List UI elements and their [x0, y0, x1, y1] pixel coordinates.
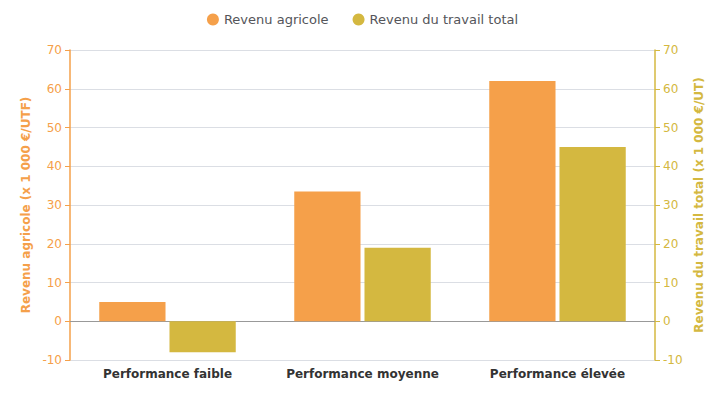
svg-text:20: 20 — [663, 237, 678, 251]
svg-text:70: 70 — [663, 43, 678, 57]
svg-text:Revenu agricole (x 1 000 €/UTF: Revenu agricole (x 1 000 €/UTF) — [19, 97, 33, 314]
svg-text:30: 30 — [47, 198, 62, 212]
svg-text:Revenu du travail total (x 1 0: Revenu du travail total (x 1 000 €/UT) — [692, 77, 706, 332]
svg-text:-10: -10 — [663, 353, 683, 367]
svg-text:40: 40 — [663, 159, 678, 173]
svg-text:50: 50 — [47, 121, 62, 135]
svg-text:50: 50 — [663, 121, 678, 135]
svg-text:Performance moyenne: Performance moyenne — [286, 367, 439, 381]
svg-text:Revenu du travail total: Revenu du travail total — [370, 12, 519, 27]
svg-text:Performance élevée: Performance élevée — [490, 367, 625, 381]
svg-text:40: 40 — [47, 159, 62, 173]
svg-text:10: 10 — [663, 276, 678, 290]
svg-text:70: 70 — [47, 43, 62, 57]
svg-text:-10: -10 — [42, 353, 62, 367]
svg-text:0: 0 — [54, 314, 62, 328]
svg-text:Performance faible: Performance faible — [103, 367, 232, 381]
svg-text:30: 30 — [663, 198, 678, 212]
svg-text:60: 60 — [47, 82, 62, 96]
svg-text:Revenu agricole: Revenu agricole — [224, 12, 329, 27]
svg-text:20: 20 — [47, 237, 62, 251]
svg-text:10: 10 — [47, 276, 62, 290]
svg-text:60: 60 — [663, 82, 678, 96]
svg-text:0: 0 — [663, 314, 671, 328]
